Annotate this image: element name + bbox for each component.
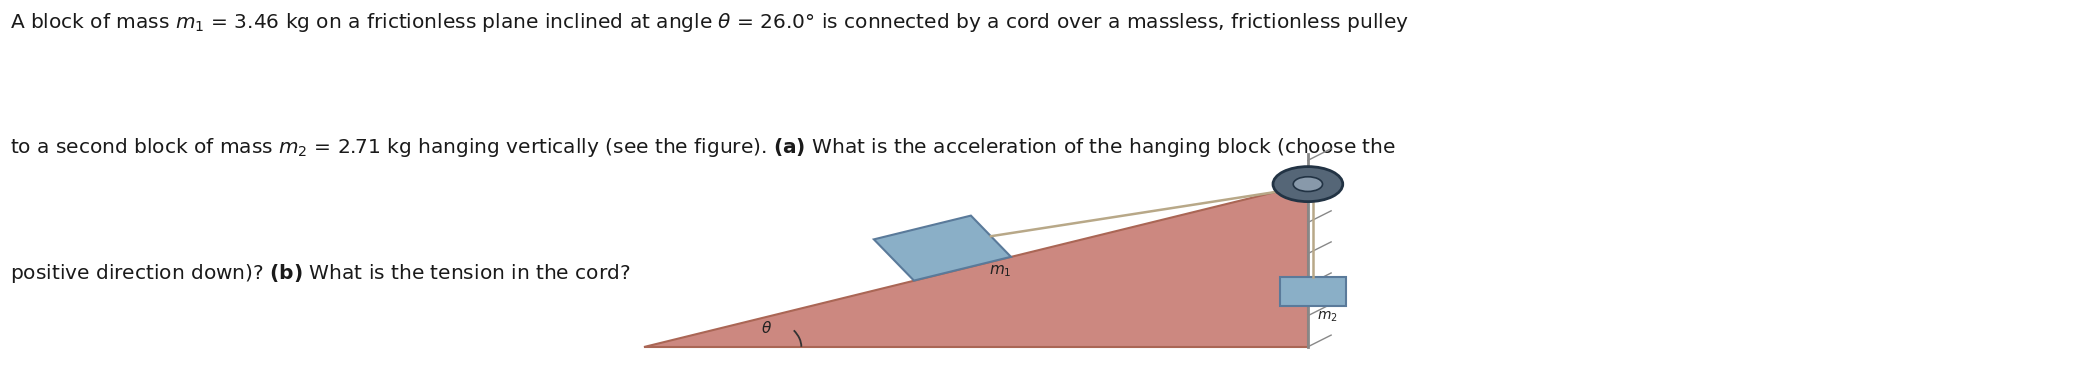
Text: $\theta$: $\theta$ [762, 320, 772, 336]
Circle shape [1293, 177, 1322, 191]
Text: to a second block of mass $m_2$ = 2.71 kg hanging vertically (see the figure). $: to a second block of mass $m_2$ = 2.71 k… [10, 136, 1397, 160]
Text: positive direction down)? $\mathbf{(b)}$ What is the tension in the cord?: positive direction down)? $\mathbf{(b)}$… [10, 262, 631, 285]
Text: A block of mass $m_1$ = 3.46 kg on a frictionless plane inclined at angle $\thet: A block of mass $m_1$ = 3.46 kg on a fri… [10, 11, 1410, 34]
Bar [1281, 277, 1347, 306]
Polygon shape [644, 184, 1308, 347]
Text: $m_1$: $m_1$ [988, 263, 1011, 279]
Text: $m_2$: $m_2$ [1318, 310, 1339, 324]
Polygon shape [874, 216, 1011, 280]
Circle shape [1273, 167, 1343, 202]
